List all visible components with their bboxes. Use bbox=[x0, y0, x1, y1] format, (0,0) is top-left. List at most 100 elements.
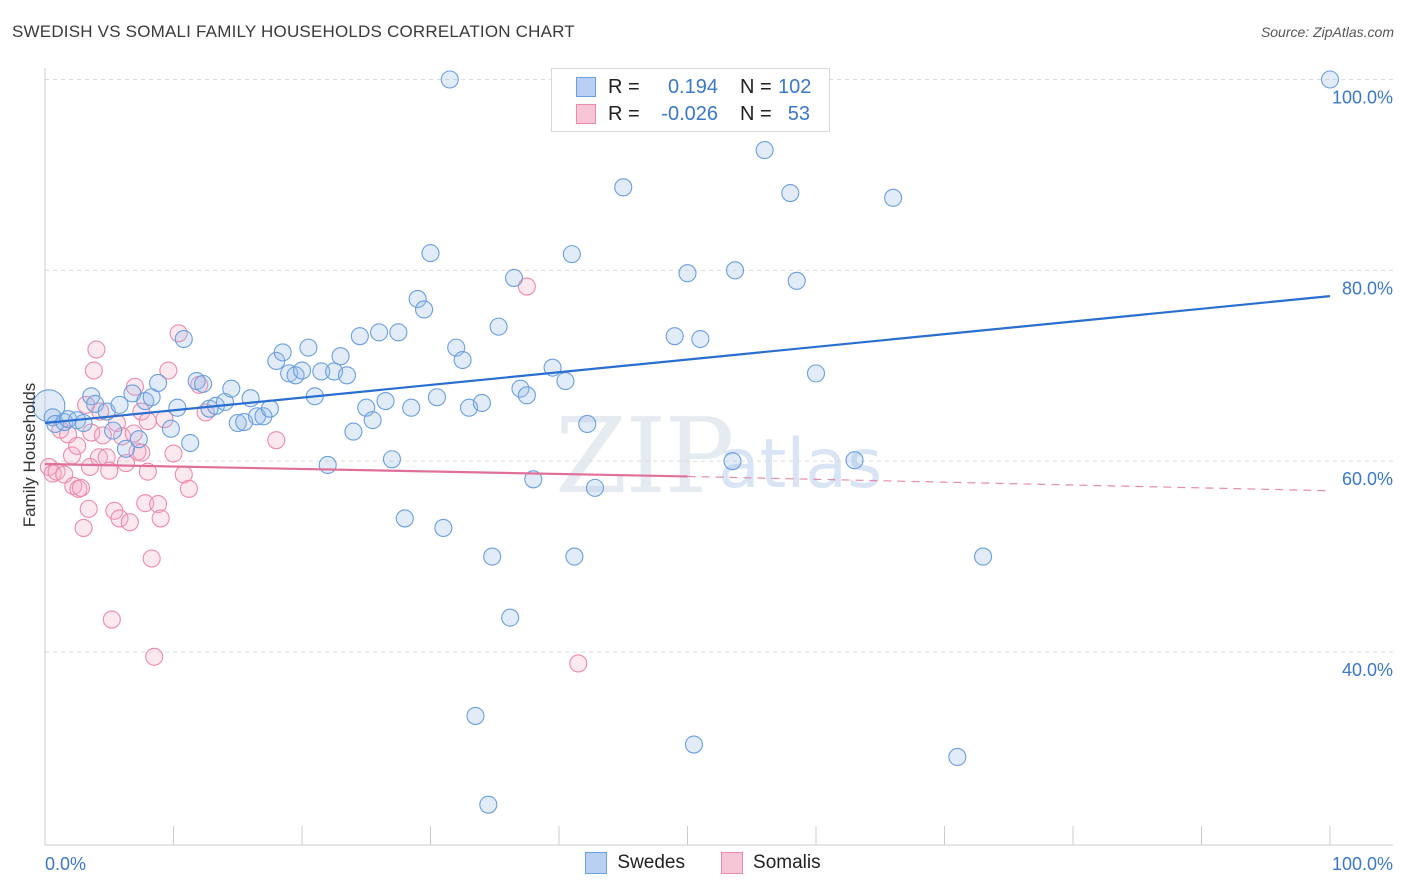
swedes-point bbox=[787, 271, 806, 290]
swedes-point bbox=[299, 338, 318, 357]
swedes-point bbox=[562, 245, 581, 264]
gridlines bbox=[45, 79, 1395, 653]
somalis-point bbox=[159, 361, 178, 380]
somalis-point bbox=[164, 444, 183, 463]
series-legend: Swedes Somalis bbox=[0, 852, 1406, 874]
swedes-point bbox=[228, 413, 247, 433]
somalis-point bbox=[132, 443, 151, 462]
somalis-point bbox=[87, 340, 106, 359]
somalis-point bbox=[149, 495, 168, 514]
y-tick-label: 60.0% bbox=[1342, 469, 1393, 489]
somalis-trend-extension bbox=[687, 475, 1331, 492]
swedes-point bbox=[318, 455, 337, 475]
swedes-point bbox=[755, 141, 774, 160]
somalis-point bbox=[169, 324, 188, 343]
swedes-point bbox=[408, 289, 427, 309]
swedes-point bbox=[149, 373, 168, 392]
somalis-point bbox=[138, 412, 157, 431]
somalis-point bbox=[267, 431, 286, 450]
axes bbox=[44, 68, 1393, 846]
somalis-point bbox=[179, 479, 198, 498]
somalis-point bbox=[120, 513, 139, 532]
somalis-point bbox=[84, 361, 103, 380]
r-value: 0.194 bbox=[667, 75, 718, 98]
swedes-point bbox=[254, 407, 273, 426]
somalis-point bbox=[80, 457, 100, 476]
swedes-point bbox=[489, 317, 508, 336]
swedes-point bbox=[466, 706, 485, 725]
swedes-point bbox=[504, 268, 524, 288]
y-axis-title: Family Households bbox=[20, 383, 39, 528]
n-label: N = bbox=[740, 75, 772, 98]
swedes-point bbox=[725, 261, 745, 280]
somalis-point bbox=[74, 518, 93, 538]
swedes-point bbox=[110, 395, 129, 414]
swedes-point bbox=[421, 244, 440, 263]
legend-row-swedes: R = 0.194 N = 102 bbox=[576, 74, 811, 100]
somalis-point bbox=[93, 426, 112, 445]
y-tick-label: 40.0% bbox=[1342, 660, 1393, 680]
swedes-point bbox=[174, 329, 193, 349]
swedes-point bbox=[565, 547, 584, 566]
swedes-point bbox=[845, 451, 864, 470]
somalis-point bbox=[100, 461, 119, 480]
swedes-point bbox=[337, 366, 357, 385]
somalis-point bbox=[71, 478, 91, 497]
swedes-point bbox=[194, 374, 213, 393]
swedes-points bbox=[32, 70, 1340, 814]
swedes-point bbox=[222, 379, 241, 398]
somalis-point bbox=[64, 476, 83, 496]
swedes-point bbox=[440, 70, 459, 89]
swedes-point bbox=[691, 329, 710, 349]
stats-legend: R = 0.194 N = 102 R = -0.026 N = 53 bbox=[551, 68, 830, 132]
swedes-point bbox=[723, 452, 742, 471]
swedes-point bbox=[884, 188, 903, 207]
swedes-point bbox=[517, 386, 536, 405]
swedes-point bbox=[260, 399, 279, 418]
swedes-legend-label: Swedes bbox=[617, 852, 686, 873]
somalis-legend-swatch bbox=[721, 852, 744, 874]
swedes-point bbox=[614, 178, 633, 197]
swedes-point bbox=[511, 379, 530, 398]
swedes-point bbox=[389, 323, 408, 342]
swedes-point bbox=[161, 419, 180, 438]
swedes-point bbox=[402, 398, 421, 417]
swedes-point bbox=[129, 430, 148, 449]
swedes-point bbox=[312, 362, 331, 381]
swedes-point bbox=[806, 364, 826, 383]
somalis-point bbox=[142, 549, 161, 568]
swedes-point bbox=[415, 300, 434, 319]
n-value: 53 bbox=[787, 102, 810, 125]
r-label: R = bbox=[608, 102, 640, 125]
somalis-swatch bbox=[576, 104, 596, 124]
swedes-point bbox=[585, 478, 605, 497]
swedes-point bbox=[453, 350, 472, 370]
somalis-point bbox=[79, 499, 98, 518]
somalis-trend-line bbox=[44, 462, 688, 478]
swedes-point bbox=[1320, 70, 1340, 89]
swedes-point bbox=[181, 433, 200, 453]
r-value: -0.026 bbox=[661, 102, 718, 125]
axis-labels: 40.0% 60.0% 80.0% 100.0% 0.0% 100.0% Family Ho… bbox=[20, 88, 1393, 875]
somalis-point bbox=[82, 423, 101, 442]
somalis-point bbox=[517, 277, 536, 296]
somalis-point bbox=[102, 610, 121, 629]
somalis-point bbox=[110, 509, 129, 528]
r-label: R = bbox=[608, 75, 640, 98]
somalis-point bbox=[569, 654, 588, 673]
swedes-point bbox=[363, 411, 382, 430]
swedes-legend-swatch bbox=[585, 852, 608, 874]
swedes-point bbox=[781, 183, 800, 203]
swedes-point bbox=[483, 547, 502, 566]
somalis-point bbox=[116, 454, 136, 473]
somalis-point bbox=[136, 494, 155, 513]
somalis-point bbox=[138, 462, 157, 481]
source-label: Source: ZipAtlas.com bbox=[1260, 24, 1394, 40]
legend-item-somalis: Somalis bbox=[721, 852, 821, 874]
swedes-point bbox=[501, 608, 520, 627]
somalis-point bbox=[151, 509, 170, 528]
watermark-atlas: atlas bbox=[718, 425, 883, 504]
somalis-point bbox=[68, 436, 87, 455]
somalis-point bbox=[124, 424, 143, 443]
